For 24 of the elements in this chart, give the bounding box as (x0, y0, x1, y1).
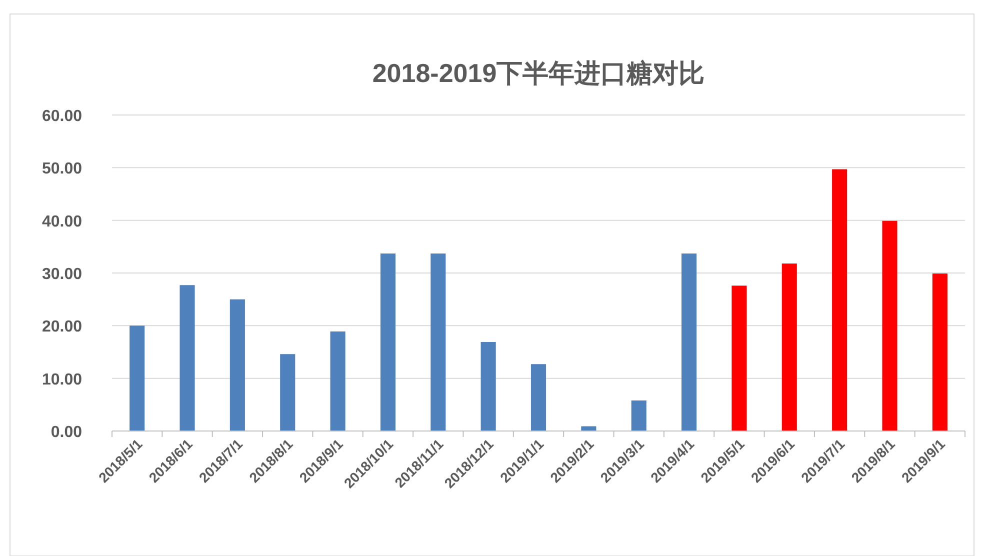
bar (631, 400, 646, 431)
bar (330, 331, 346, 431)
y-tick-label: 10.00 (42, 371, 82, 388)
bar (380, 254, 396, 431)
bar (832, 169, 848, 431)
y-tick-label: 20.00 (42, 318, 82, 336)
y-tick-label: 0.00 (50, 424, 82, 441)
bar (480, 342, 496, 431)
bar (180, 285, 195, 431)
bar (732, 286, 747, 431)
y-tick-label: 40.00 (42, 213, 82, 230)
bar (932, 274, 948, 431)
chart-title: 2018-2019下半年进口糖对比 (372, 58, 705, 88)
bar (430, 254, 446, 431)
bar (782, 264, 797, 431)
bar (280, 354, 296, 431)
bar (230, 299, 245, 431)
y-tick-label: 50.00 (42, 160, 82, 178)
y-tick-label: 60.00 (42, 108, 82, 125)
bar (530, 364, 546, 431)
bar (882, 220, 898, 431)
y-tick-label: 30.00 (42, 266, 82, 283)
bar (130, 326, 145, 431)
bar (682, 254, 697, 431)
